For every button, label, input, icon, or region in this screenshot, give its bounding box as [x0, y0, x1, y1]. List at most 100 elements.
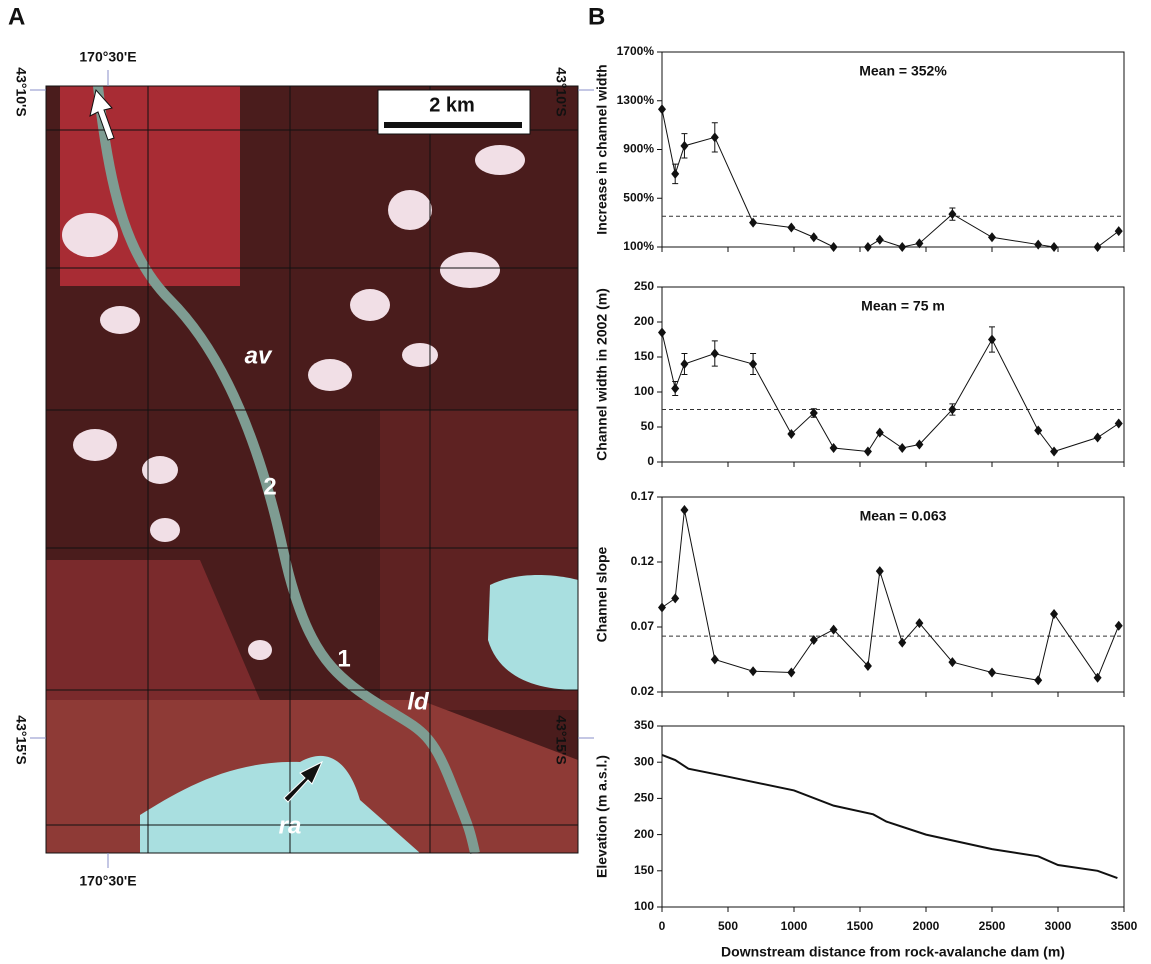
- y-tick-label: 0: [647, 454, 654, 468]
- y-axis-title: Increase in channel width: [594, 64, 610, 234]
- y-tick-label: 0.12: [631, 554, 655, 568]
- point: [809, 232, 818, 243]
- point: [915, 439, 924, 450]
- y-tick-label: 50: [641, 419, 655, 433]
- point: [749, 666, 758, 677]
- x-tick-label: 1000: [781, 919, 808, 933]
- plot-frame: [661, 51, 1125, 248]
- point: [915, 618, 924, 629]
- latitude-label: 43°15'S: [553, 715, 569, 764]
- point: [710, 348, 719, 359]
- y-tick-label: 0.07: [631, 619, 655, 633]
- point: [829, 624, 838, 635]
- point: [680, 359, 689, 369]
- y-tick-label: 1700%: [617, 44, 655, 58]
- point: [710, 132, 719, 143]
- x-tick-label: 3000: [1045, 919, 1072, 933]
- point: [787, 667, 796, 678]
- y-axis-title: Channel width in 2002 (m): [594, 288, 610, 461]
- plot-frame: [661, 725, 1125, 908]
- y-tick-label: 500%: [623, 190, 654, 204]
- x-tick-label: 2500: [979, 919, 1006, 933]
- y-tick-label: 150: [634, 349, 654, 363]
- annotation: Mean = 352%: [859, 63, 947, 79]
- point: [1093, 432, 1102, 443]
- point: [749, 359, 758, 369]
- point: [1093, 242, 1102, 252]
- point: [948, 657, 957, 668]
- river: [93, 85, 480, 855]
- clouds: [62, 145, 525, 660]
- point: [875, 234, 884, 245]
- point: [829, 443, 838, 453]
- x-tick-label: 3500: [1111, 919, 1138, 933]
- y-tick-label: 250: [634, 279, 654, 293]
- point: [1034, 239, 1043, 250]
- map-label: ld: [407, 688, 430, 715]
- y-tick-label: 350: [634, 718, 654, 732]
- y-tick-label: 200: [634, 827, 654, 841]
- y-tick-label: 100: [634, 384, 654, 398]
- point: [680, 505, 689, 515]
- panel-b: 100% 500% 900% 1300% 1700% Increase in channe…: [594, 44, 1138, 960]
- y-tick-label: 100: [634, 899, 654, 913]
- plot-frame: [661, 496, 1125, 693]
- x-tick-label: 0: [659, 919, 666, 933]
- map-label: ra: [279, 812, 302, 839]
- scale-label: 2 km: [429, 94, 475, 116]
- coord-ticks: [30, 70, 594, 868]
- point: [1050, 242, 1059, 252]
- longitude-label: 170°30'E: [79, 873, 136, 889]
- point: [948, 209, 957, 220]
- point: [809, 635, 818, 645]
- point: [671, 383, 680, 394]
- y-tick-label: 200: [634, 314, 654, 328]
- y-tick-label: 1300%: [617, 93, 655, 107]
- point: [988, 334, 996, 345]
- point: [988, 232, 996, 243]
- point: [658, 327, 666, 338]
- point: [863, 661, 872, 671]
- panel-label: B: [588, 3, 605, 30]
- panel-label: A: [8, 3, 25, 30]
- x-axis-title: Downstream distance from rock-avalanche …: [721, 944, 1065, 960]
- point: [1093, 672, 1102, 683]
- point: [749, 217, 758, 228]
- point: [863, 242, 872, 252]
- point: [1050, 609, 1059, 619]
- plot-frame: [661, 286, 1125, 463]
- y-tick-label: 0.02: [631, 684, 655, 698]
- y-tick-label: 150: [634, 863, 654, 877]
- map-label: 1: [337, 645, 350, 672]
- point: [1034, 675, 1043, 686]
- data-line: [661, 109, 1120, 248]
- image-frame: [45, 85, 579, 854]
- north-arrow: [89, 88, 115, 141]
- x-tick-label: 2000: [913, 919, 940, 933]
- point: [1114, 226, 1123, 237]
- point: [1034, 425, 1043, 436]
- point: [671, 593, 680, 604]
- y-tick-label: 300: [634, 754, 654, 768]
- rock-avalanche: [140, 755, 420, 853]
- y-axis-title: Elevation (m a.s.l.): [594, 755, 610, 878]
- point: [787, 429, 796, 439]
- x-tick-label: 500: [718, 919, 738, 933]
- x-tick-label: 1500: [847, 919, 874, 933]
- point: [658, 602, 666, 613]
- map-label: av: [245, 342, 273, 369]
- latitude-label: 43°10'S: [553, 67, 569, 116]
- point: [710, 654, 719, 665]
- point: [1114, 418, 1123, 429]
- latitude-label: 43°10'S: [13, 67, 29, 116]
- point: [898, 242, 907, 252]
- point: [1114, 620, 1123, 631]
- point: [787, 222, 796, 233]
- point: [898, 443, 907, 453]
- point: [658, 104, 666, 115]
- latitude-label: 43°15'S: [13, 715, 29, 764]
- map-label: 2: [263, 473, 276, 500]
- point: [948, 404, 957, 415]
- y-tick-label: 100%: [623, 239, 654, 253]
